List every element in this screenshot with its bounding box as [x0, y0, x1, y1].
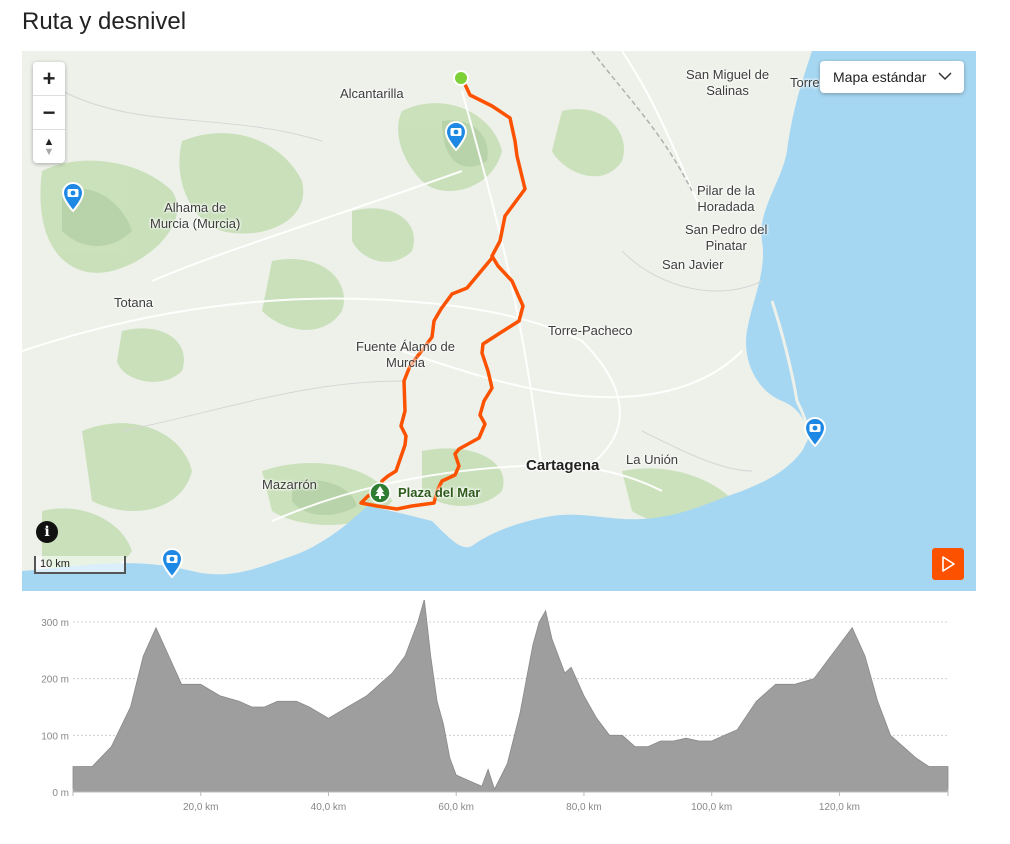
- y-tick-label: 0 m: [52, 788, 69, 799]
- camera-marker-icon[interactable]: [444, 121, 468, 151]
- play-icon: [942, 556, 955, 572]
- tree-poi-icon[interactable]: [369, 482, 391, 504]
- map-type-select[interactable]: Mapa estándar: [820, 61, 964, 93]
- y-tick-label: 200 m: [41, 675, 69, 686]
- scale-bar: 10 km: [34, 556, 126, 574]
- place-label: Cartagena: [526, 457, 600, 474]
- place-label: Totana: [114, 295, 154, 310]
- place-label: Torre: [790, 75, 820, 90]
- x-tick-label: 120,0 km: [819, 802, 860, 813]
- x-tick-label: 60,0 km: [438, 802, 474, 813]
- zoom-in-icon[interactable]: +: [33, 62, 65, 96]
- place-label: Alhama de Murcia (Murcia): [150, 200, 241, 231]
- poi-label[interactable]: Plaza del Mar: [398, 485, 481, 500]
- place-label: Pilar de la Horadada: [697, 183, 755, 214]
- elevation-chart: 300 m 200 m 100 m 0 m 20,0 km 40,0 km 60,0 km 8…: [41, 600, 949, 813]
- place-label: San Miguel de Salinas: [686, 67, 770, 98]
- place-label: San Pedro del Pinatar: [685, 222, 768, 253]
- zoom-control: + − ▲ ▼: [33, 62, 65, 163]
- info-icon[interactable]: i: [36, 521, 58, 543]
- map-type-label: Mapa estándar: [833, 69, 927, 85]
- place-label: Alcantarilla: [340, 86, 404, 101]
- zoom-out-icon[interactable]: −: [33, 96, 65, 130]
- route-line: [359, 76, 527, 511]
- place-label: Fuente Álamo de Murcia: [356, 339, 456, 370]
- section-title: Ruta y desnivel: [22, 8, 187, 35]
- place-label: San Javier: [662, 257, 724, 272]
- place-label: Torre-Pacheco: [548, 323, 633, 338]
- sea: [22, 51, 976, 591]
- place-label: La Unión: [626, 452, 679, 467]
- play-button[interactable]: [932, 548, 964, 580]
- compass-icon[interactable]: ▲ ▼: [43, 135, 55, 158]
- elevation-area: [72, 600, 949, 793]
- x-tick-label: 100,0 km: [691, 802, 732, 813]
- map-base: [22, 51, 976, 591]
- x-tick-label: 20,0 km: [183, 802, 219, 813]
- x-tick-label: 80,0 km: [566, 802, 602, 813]
- y-tick-label: 300 m: [41, 618, 69, 629]
- camera-marker-icon[interactable]: [160, 548, 184, 578]
- camera-marker-icon[interactable]: [803, 417, 827, 447]
- x-tick-label: 40,0 km: [311, 802, 347, 813]
- place-label: Mazarrón: [262, 477, 317, 492]
- route-map[interactable]: Plaza del Mar Alcantarilla San Miguel de…: [22, 51, 976, 591]
- route-start-marker: [453, 70, 469, 86]
- chevron-down-icon: [938, 72, 952, 81]
- camera-marker-icon[interactable]: [61, 182, 85, 212]
- y-tick-label: 100 m: [41, 731, 69, 742]
